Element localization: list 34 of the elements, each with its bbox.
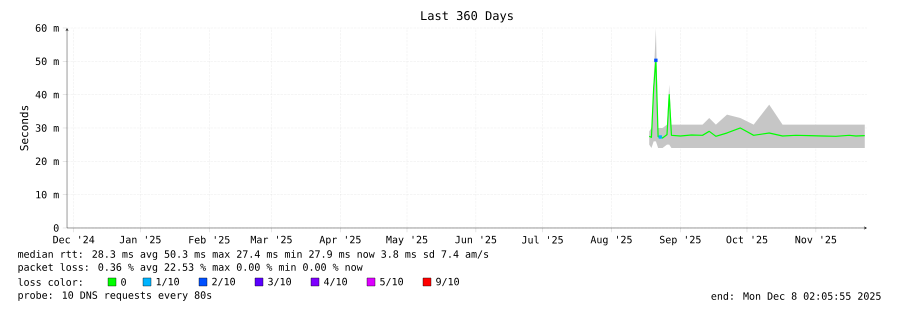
legend-label: 3/10 [268,278,291,286]
x-tick-label: Feb '25 [189,236,230,244]
legend-label: 2/10 [212,278,235,286]
y-tick-label: 60 m [36,24,59,32]
text: probe: 10 DNS requests every 80s [18,291,212,301]
line-series [648,60,866,139]
x-tick-label: Jul '25 [522,236,563,244]
legend-title: loss color: [18,278,82,286]
x-tick-label: Dec '24 [53,236,94,244]
y-tick-label: 0 [54,224,59,232]
y-axis-title: Seconds [20,106,28,150]
text: end: Mon Dec 8 02:05:55 2025 [711,292,881,300]
y-tick-label: 20 m [36,158,59,166]
y-tick-label: 50 m [36,58,59,66]
x-tick-label: Aug '25 [590,236,632,246]
legend-label: 1/10 [156,278,179,286]
x-tick-label: Sep '25 [660,236,701,246]
y-tick-label: 10 m [36,190,59,198]
text: median rtt: 28.3 ms avg 50.3 ms max 27.4 ms min 27.9 ms now 3.8 ms sd 7.4 am/s [18,250,488,260]
x-tick-label: Apr '25 [319,236,361,246]
x-tick-label: Nov '25 [795,236,836,244]
legend-label: 5/10 [380,278,403,286]
x-tick-label: Mar '25 [250,236,292,244]
y-tick-label: 30 m [36,124,59,132]
x-tick-label: May '25 [386,236,428,246]
y-tick-label: 40 m [36,90,59,98]
chart-title: Last 360 Days [421,11,513,22]
legend-label: 0 [121,278,126,286]
x-tick-label: Jun '25 [455,236,496,244]
text: packet loss: 0.36 % avg 22.53 % max 0.00 % min 0.00 % now [18,263,363,273]
x-tick-label: Jan '25 [120,236,161,244]
legend-label: 4/10 [324,278,347,286]
legend-label: 9/10 [436,278,459,286]
x-tick-label: Oct '25 [726,236,768,244]
